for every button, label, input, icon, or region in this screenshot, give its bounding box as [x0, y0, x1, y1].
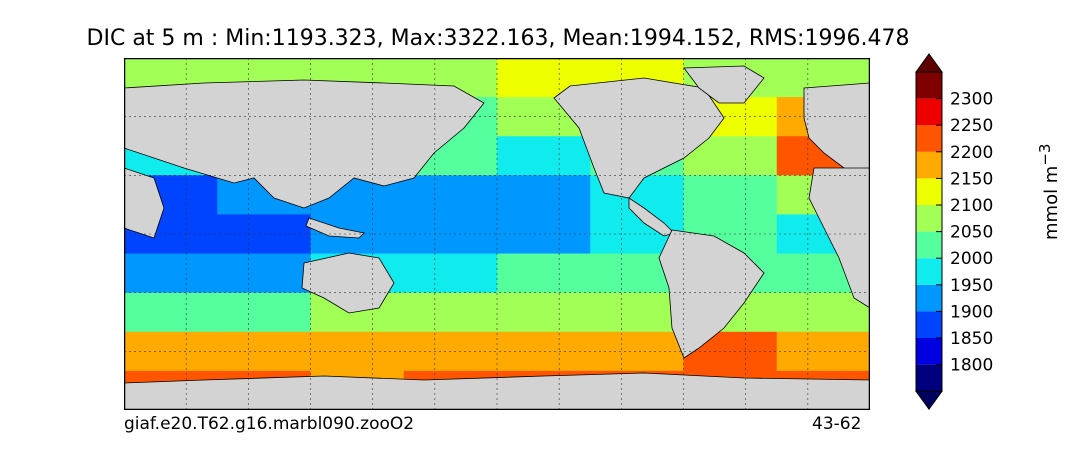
chart-title: DIC at 5 m : Min:1193.323, Max:3322.163,…	[86, 26, 910, 51]
colorbar-tick-label: 2150	[950, 169, 993, 189]
case-name: giaf.e20.T62.g16.marbl090.zooO2	[124, 414, 415, 434]
field-cell-60S-2	[310, 331, 405, 372]
map-plot	[124, 58, 870, 410]
colorbar-segment	[916, 311, 942, 338]
colorbar-tick-label: 1800	[950, 356, 993, 376]
land-mask	[124, 65, 870, 410]
colorbar-tick-label: 2200	[950, 143, 993, 163]
field-cell-20S-1	[217, 253, 311, 294]
years-label: 43-62	[812, 414, 862, 434]
field-cell-0-4	[497, 214, 591, 255]
colorbar-extend-min	[915, 390, 943, 411]
field-cell-20S-3	[403, 253, 498, 294]
colorbar-tick-label: 1900	[950, 302, 993, 322]
colorbar-segment	[916, 364, 942, 392]
colorbar-tick-label: 2250	[950, 116, 993, 136]
colorbar-segment	[916, 151, 942, 179]
colorbar-segment	[916, 205, 942, 232]
field-cell-40N-4	[497, 136, 591, 176]
field-cell-40S-4	[497, 292, 591, 333]
colorbar-tick-label: 2000	[950, 249, 993, 269]
colorbar: 1800 1850 1900 1950 2000 2050 2100 2150 2200 2250…	[915, 53, 993, 411]
field-cell-20N-6	[683, 175, 778, 215]
colorbar-segment	[916, 98, 942, 126]
field-cell-40S-7	[776, 292, 870, 333]
land-south-america	[658, 229, 765, 359]
colorbar-segment	[916, 178, 942, 205]
field-cell-20S-0	[124, 253, 218, 294]
field-cell-40S-1	[217, 292, 311, 333]
land-eurasia	[124, 79, 485, 209]
land-europe-east	[803, 82, 870, 179]
field-cell-20N-4	[497, 175, 591, 215]
map-frame	[124, 58, 870, 410]
field-cell-40S-0	[124, 292, 218, 333]
colorbar-tick-label: 2100	[950, 196, 993, 216]
colorbar-segment	[916, 231, 942, 259]
field-cell-60S-4	[497, 331, 591, 372]
land-africa	[808, 167, 870, 309]
graticule	[124, 58, 870, 410]
colorbar-segment	[916, 284, 942, 312]
colorbar-segment	[916, 125, 942, 152]
colorbar-extend-max	[915, 53, 943, 73]
colorbar-tick-label: 1950	[950, 276, 993, 296]
field-cell-40S-5	[590, 292, 684, 333]
land-africa-west	[124, 167, 165, 239]
colorbar-tick-label: 1850	[950, 329, 993, 349]
field-cell-20S-4	[497, 253, 591, 294]
map-panel	[124, 58, 870, 410]
colorbar-tick-label: 2050	[950, 223, 993, 243]
colorbar-segment	[916, 258, 942, 285]
land-greenland	[683, 65, 765, 104]
field-cell-40S-3	[403, 292, 498, 333]
colorbar-segment	[916, 72, 942, 99]
land-australia	[301, 252, 395, 314]
colorbar-tick-label: 2300	[950, 90, 993, 110]
colorbar-segment	[916, 338, 942, 365]
colorbar-unit-label: mmol m−3	[1036, 143, 1062, 240]
land-central-america	[628, 197, 675, 237]
land-indonesia	[305, 217, 365, 239]
field-cell-20N-3	[403, 175, 498, 215]
land-antarctica	[124, 372, 870, 410]
